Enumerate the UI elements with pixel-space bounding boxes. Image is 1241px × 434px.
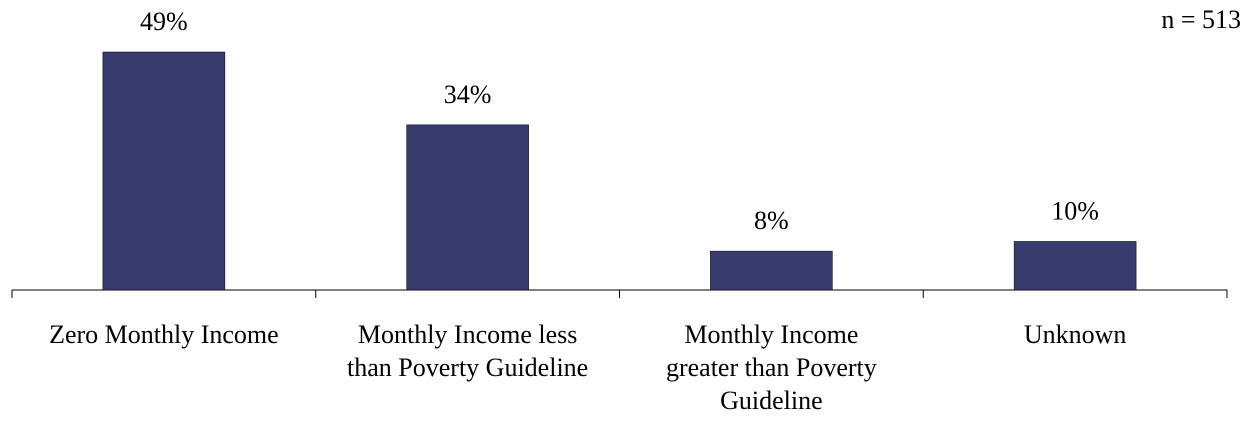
value-label: 34% (444, 80, 492, 109)
bar (102, 51, 226, 291)
value-label: 10% (1051, 196, 1099, 225)
x-tick-label: Monthly Income greater than Poverty Guid… (665, 320, 877, 415)
bar (1013, 241, 1137, 291)
bar (406, 124, 529, 291)
x-tick-label: Unknown (1023, 320, 1127, 349)
value-label: 8% (754, 206, 789, 235)
x-tick-label: Zero Monthly Income (49, 320, 279, 349)
value-label: 49% (140, 7, 188, 36)
annotation: n = 513 (1161, 5, 1241, 34)
x-tick-label: Monthly Income less than Poverty Guideli… (347, 320, 589, 382)
bar (710, 250, 833, 291)
